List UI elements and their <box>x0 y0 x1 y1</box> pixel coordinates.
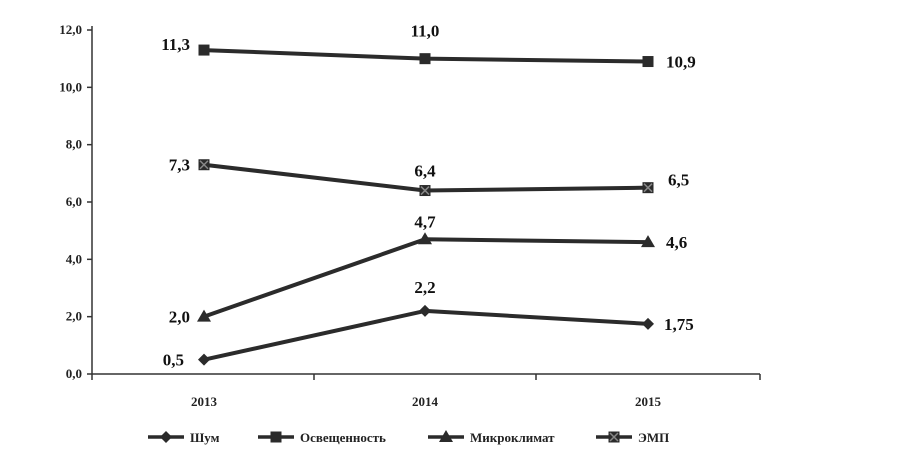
data-point <box>198 159 210 171</box>
data-point <box>419 304 431 317</box>
series-3 <box>198 159 654 197</box>
x-axis-ticks: 2013 2014 2015 <box>91 374 761 409</box>
x-tick-label: 2013 <box>191 394 218 409</box>
series-line <box>202 308 650 362</box>
data-label: 11,3 <box>161 35 190 54</box>
y-tick-label: 6,0 <box>66 194 82 209</box>
data-label: 2,0 <box>169 308 190 327</box>
y-tick-label: 4,0 <box>66 251 82 266</box>
data-label: 6,5 <box>668 171 689 190</box>
series-1 <box>198 44 654 68</box>
legend-item: Освещенность <box>258 430 386 445</box>
legend-marker <box>439 430 453 442</box>
data-point <box>418 232 432 245</box>
data-point <box>198 44 210 56</box>
legend-marker <box>270 431 282 443</box>
y-tick-label: 8,0 <box>66 137 82 152</box>
series-layer <box>197 44 655 366</box>
y-tick-label: 12,0 <box>59 22 82 37</box>
data-point <box>642 182 654 194</box>
legend-item: Шум <box>148 430 220 445</box>
data-point <box>641 235 655 248</box>
legend-label: Освещенность <box>300 430 386 445</box>
axes <box>91 26 760 375</box>
data-label: 0,5 <box>163 351 184 370</box>
data-point <box>642 56 654 68</box>
data-labels: 0,5 2,2 1,75 11,3 11,0 10,9 2,0 4,7 4,6 7,3 6,4 6,5 <box>161 22 696 370</box>
legend-label: Шум <box>190 430 220 445</box>
legend-label: Микроклимат <box>470 430 555 445</box>
data-point <box>197 309 211 322</box>
x-tick-label: 2015 <box>635 394 662 409</box>
series-0 <box>198 304 654 366</box>
data-label: 2,2 <box>414 278 435 297</box>
y-tick-label: 0,0 <box>66 366 82 381</box>
data-label: 11,0 <box>411 22 440 41</box>
series-2 <box>197 232 655 322</box>
legend-item: Микроклимат <box>428 430 555 445</box>
legend-item: ЭМП <box>596 430 669 445</box>
legend-marker <box>160 431 172 443</box>
y-tick-label: 2,0 <box>66 309 82 324</box>
data-label: 1,75 <box>664 315 694 334</box>
data-point <box>419 53 431 65</box>
data-point <box>198 353 210 366</box>
data-label: 4,7 <box>414 212 436 231</box>
data-point <box>642 317 654 330</box>
data-label: 6,4 <box>414 162 436 181</box>
y-tick-label: 10,0 <box>59 79 82 94</box>
data-label: 10,9 <box>666 53 696 72</box>
legend-marker <box>608 431 620 443</box>
data-label: 7,3 <box>169 156 190 175</box>
y-axis-ticks: 0,0 2,0 4,0 6,0 8,0 10,0 12,0 <box>59 22 92 381</box>
legend: Шум Освещенность Микроклимат ЭМП <box>148 430 669 445</box>
data-point <box>419 185 431 197</box>
x-tick-label: 2014 <box>412 394 439 409</box>
data-label: 4,6 <box>666 233 687 252</box>
legend-label: ЭМП <box>638 430 669 445</box>
